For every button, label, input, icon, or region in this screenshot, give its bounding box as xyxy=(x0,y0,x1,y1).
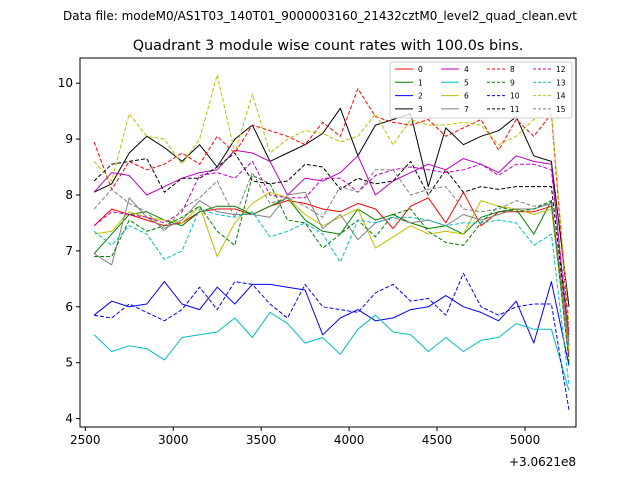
series-line-7 xyxy=(93,191,570,346)
legend-label-5: 5 xyxy=(464,78,469,87)
legend-label-2: 2 xyxy=(418,92,423,101)
legend-label-8: 8 xyxy=(510,65,515,74)
series-line-3 xyxy=(93,107,570,307)
legend-label-11: 11 xyxy=(510,105,520,114)
y-tick-label: 10 xyxy=(58,76,73,90)
x-offset-label: +3.0621e8 xyxy=(509,455,576,469)
legend-label-0: 0 xyxy=(418,65,423,74)
series-line-14 xyxy=(93,74,570,324)
legend-label-1: 1 xyxy=(418,78,423,87)
x-tick-label: 4500 xyxy=(422,433,453,447)
legend-label-14: 14 xyxy=(556,92,566,101)
legend-label-7: 7 xyxy=(464,105,469,114)
series-line-13 xyxy=(93,208,570,386)
y-tick-label: 8 xyxy=(65,188,73,202)
x-tick-label: 3500 xyxy=(246,433,277,447)
x-tick-label: 2500 xyxy=(70,433,101,447)
legend-label-10: 10 xyxy=(510,92,520,101)
chart-suptitle: Data file: modeM0/AS1T03_140T01_90000031… xyxy=(63,9,577,23)
x-tick-label: 3000 xyxy=(158,433,189,447)
plot-area xyxy=(93,74,570,411)
series-line-8 xyxy=(93,88,570,335)
legend-label-9: 9 xyxy=(510,78,515,87)
y-tick-label: 4 xyxy=(65,412,73,426)
legend-label-13: 13 xyxy=(556,78,566,87)
series-line-9 xyxy=(94,174,570,363)
legend-label-15: 15 xyxy=(556,105,566,114)
series-line-5 xyxy=(93,311,570,391)
legend-label-12: 12 xyxy=(556,65,566,74)
series-line-4 xyxy=(93,149,570,346)
x-tick-label: 4000 xyxy=(334,433,365,447)
series-line-15 xyxy=(93,169,570,341)
series-line-2 xyxy=(93,281,570,366)
y-tick-label: 7 xyxy=(65,244,73,258)
legend-label-3: 3 xyxy=(418,105,423,114)
series-line-12 xyxy=(93,160,570,335)
legend-label-4: 4 xyxy=(464,65,469,74)
series-line-10 xyxy=(94,272,570,411)
y-tick-label: 9 xyxy=(65,132,73,146)
axes-ticks: 2500 3000 3500 4000 4500 5000 4 5 6 7 8 9 10 xyxy=(58,76,541,447)
legend-box xyxy=(389,61,573,119)
y-tick-label: 6 xyxy=(65,300,73,314)
y-tick-label: 5 xyxy=(65,356,73,370)
x-tick-label: 5000 xyxy=(510,433,541,447)
axes-frame xyxy=(79,57,577,428)
chart-title: Quadrant 3 module wise count rates with … xyxy=(133,38,524,54)
legend-label-6: 6 xyxy=(464,92,469,101)
